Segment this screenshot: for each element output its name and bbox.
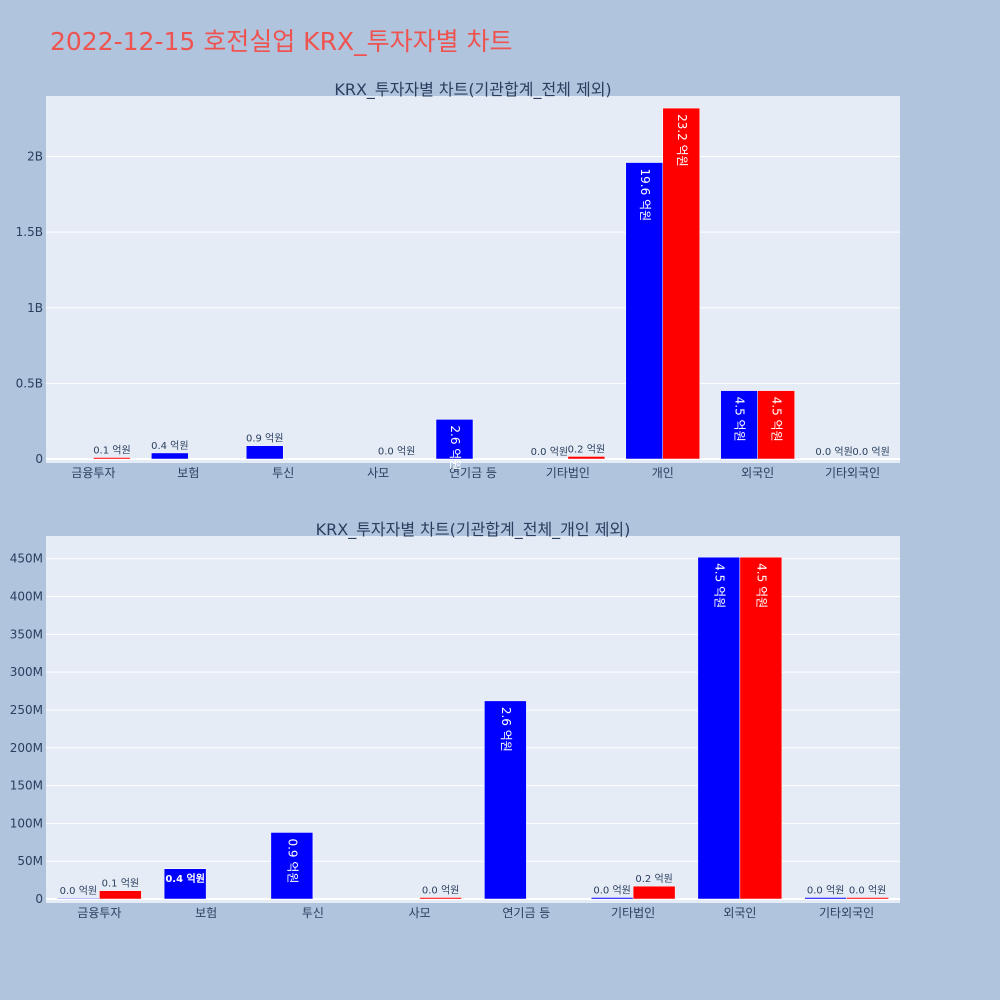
x-tick-label: 사모 [409,906,431,920]
y-tick-label: 0.5B [16,376,43,390]
x-tick-label: 투신 [302,906,324,920]
x-tick-label: 외국인 [741,466,774,480]
data-label: 0.0 억원 [815,446,852,458]
data-label: 0.0 억원 [531,446,568,458]
x-tick-label: 연기금 등 [502,906,550,920]
data-label: 0.2 억원 [635,873,672,885]
chart-title: KRX_투자자별 차트(기관합계_전체_개인 제외) [316,520,631,540]
bar-sell [99,890,142,900]
x-tick-label: 기타법인 [546,466,590,480]
bar-buy [57,897,100,900]
data-label: 0.4 억원 [165,872,205,885]
bar-sell [739,556,783,900]
y-tick-label: 300M [10,665,43,679]
bar-sell [662,107,701,460]
data-label: 0.0 억원 [60,885,97,897]
x-tick-label: 금융투자 [77,906,121,920]
bar-buy [697,556,741,900]
bar-buy [163,868,207,900]
x-tick-label: 사모 [367,466,389,480]
bar-buy [590,897,634,900]
data-label: 0.1 억원 [93,444,130,456]
bar-buy [151,452,189,460]
y-tick-label: 0 [35,452,43,466]
bar-sell [567,456,606,460]
y-tick-label: 450M [10,552,43,566]
x-tick-label: 기타외국인 [825,466,880,480]
bar-sell [632,885,676,900]
data-label: 0.0 억원 [852,446,889,458]
bar-sell [93,457,131,460]
x-tick-label: 보험 [195,906,217,920]
x-tick-label: 연기금 등 [449,466,497,480]
data-label: 0.4 억원 [151,440,188,452]
chart-bottom: KRX_투자자별 차트(기관합계_전체_개인 제외) 0 50M 100M 150M 20… [10,520,900,920]
y-tick-label: 1.5B [16,225,43,239]
data-label: 4.5 억원 [754,563,768,608]
data-label: 4.5 억원 [770,397,784,442]
x-tick-label: 보험 [177,466,199,480]
y-tick-label: 100M [10,816,43,830]
bar-sell [846,897,889,900]
data-label: 0.1 억원 [102,878,139,890]
x-tick-label: 기타법인 [611,906,655,920]
y-tick-label: 400M [10,590,43,604]
y-tick-label: 150M [10,779,43,793]
data-label: 19.6 억원 [638,169,652,222]
y-tick-label: 350M [10,627,43,641]
x-tick-label: 금융투자 [71,466,115,480]
page-title: 2022-12-15 호전실업 KRX_투자자별 차트 [50,27,513,56]
data-label: 0.0 억원 [378,446,415,458]
data-label: 4.5 억원 [712,563,726,608]
data-label: 4.5 억원 [733,397,747,442]
data-label: 2.6 억원 [448,425,462,470]
data-label: 0.2 억원 [568,443,605,455]
data-label: 23.2 억원 [675,114,689,167]
y-tick-label: 2B [27,150,43,164]
y-tick-label: 0 [35,892,43,906]
x-tick-label: 투신 [272,466,294,480]
bar-buy [245,445,284,460]
data-label: 0.9 억원 [246,433,283,445]
data-label: 0.0 억원 [807,884,844,896]
bar-buy [270,832,314,900]
data-label: 2.6 억원 [499,707,513,752]
data-label: 0.0 억원 [849,884,886,896]
bar-buy [720,390,758,460]
y-tick-label: 1B [27,301,43,315]
bar-sell [757,390,795,460]
data-label: 0.9 억원 [285,838,299,883]
bar-sell [419,897,462,900]
data-label: 0.0 억원 [422,884,459,896]
y-tick-label: 50M [17,854,43,868]
x-tick-label: 기타외국인 [819,906,874,920]
bar-buy [804,897,847,900]
chart-top: KRX_투자자별 차트(기관합계_전체 제외) 0 0.5B 1B 1.5B 2B 금융투자… [16,80,900,480]
y-tick-label: 200M [10,741,43,755]
chart-title: KRX_투자자별 차트(기관합계_전체 제외) [334,80,611,100]
x-tick-label: 외국인 [723,906,756,920]
bar-buy [484,700,527,900]
bar-buy [435,419,474,460]
data-label: 0.0 억원 [593,884,630,896]
y-tick-label: 250M [10,703,43,717]
x-tick-label: 개인 [652,466,674,480]
